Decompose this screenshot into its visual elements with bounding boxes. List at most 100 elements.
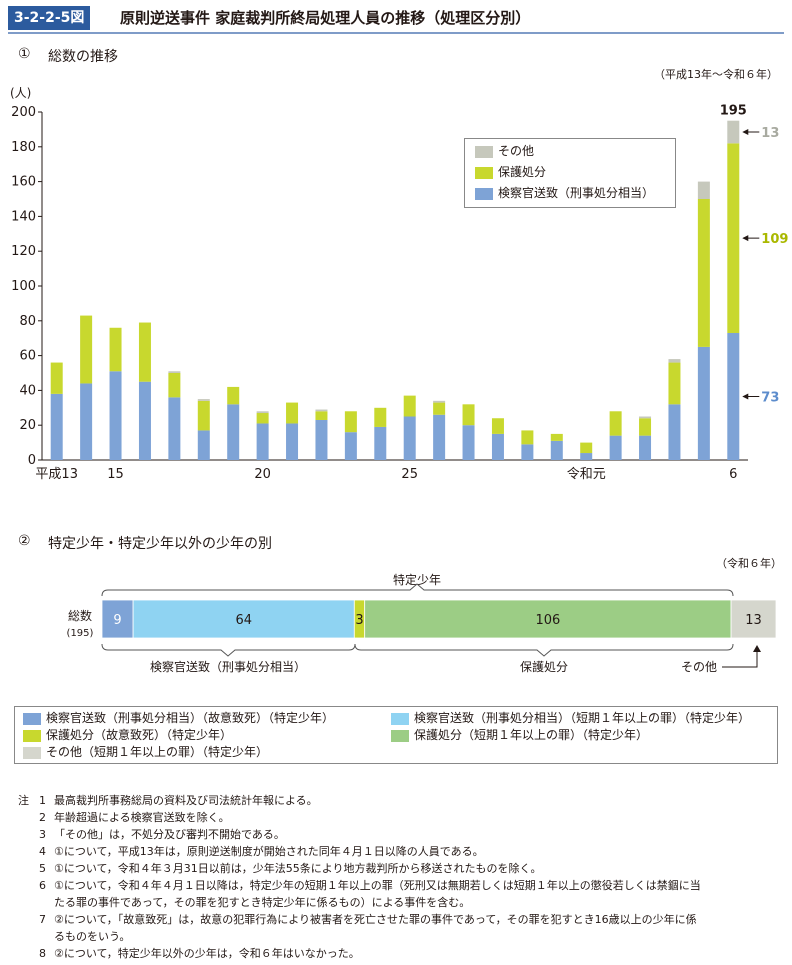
section2-title: 特定少年・特定少年以外の少年の別	[48, 536, 272, 552]
y-tick-label: 180	[11, 140, 36, 155]
y-axis-ticks: 0 20 40 60 80 100 120 140 160 180 200	[11, 105, 748, 468]
bracket-protective	[354, 643, 734, 657]
stacked-bar-chart: (人) 0 20 40 60 80 100 120 140 160 180 200 平成13 15 20…	[10, 86, 789, 482]
note-number: 4	[39, 845, 46, 858]
annot-value-prosecutor: 73	[761, 390, 779, 405]
note-item: 2 年齢超過による検察官送致を除く。	[28, 809, 230, 826]
x-tick-label: 15	[107, 467, 124, 482]
bar-other	[168, 371, 181, 373]
bar-protective	[580, 442, 593, 454]
note-text: ①について，令和４年４月１日以降は，特定少年の短期１年以上の罪（死刑又は無期若し…	[54, 879, 701, 892]
bars-group	[50, 120, 740, 460]
x-axis-labels: 平成13 15 20 25 令和元 6	[35, 467, 737, 482]
bar-protective	[109, 327, 122, 372]
bar-prosecutor	[256, 423, 269, 460]
y-tick-label: 20	[19, 418, 36, 433]
bar-protective	[491, 418, 504, 434]
note-item: 4 ①について，平成13年は，原則逆送制度が開始された同年４月１日以降の人員である…	[28, 843, 484, 860]
bar-prosecutor	[80, 383, 93, 460]
y-tick-label: 40	[19, 383, 36, 398]
note-number: 5	[39, 862, 46, 875]
legend2-item-5: その他（短期１年以上の罪）（特定少年）	[23, 743, 268, 761]
section1-marker: ①	[18, 46, 31, 62]
x-tick-label: 令和元	[567, 467, 606, 482]
note-text: たる罪の事件であって，その罪を犯すとき特定少年に係るもの）による事件を含む。	[54, 896, 471, 909]
legend-item-other: その他	[475, 142, 534, 160]
bar-protective	[315, 411, 328, 420]
bar-protective	[697, 199, 710, 347]
legend2-swatch-5	[23, 746, 41, 759]
bar-protective	[521, 430, 534, 445]
note-item: たる罪の事件であって，その罪を犯すとき特定少年に係るもの）による事件を含む。	[28, 894, 470, 911]
bar-prosecutor	[109, 371, 122, 460]
bar-protective	[727, 143, 740, 333]
note-number: 2	[39, 811, 46, 824]
bar-protective	[639, 418, 652, 436]
total-label: 195	[720, 104, 747, 119]
annot-value-protective: 109	[761, 232, 788, 247]
bar-prosecutor	[639, 435, 652, 460]
note-text: 「その他」は，不処分及び審判不開始である。	[54, 828, 285, 841]
bar-other	[668, 359, 681, 363]
bar-prosecutor	[374, 426, 387, 460]
bar-prosecutor	[403, 416, 416, 460]
legend-swatch-other	[475, 145, 493, 158]
legend2-swatch-3	[23, 729, 41, 742]
other-pointer-arrow	[753, 645, 761, 652]
segment-1	[101, 599, 134, 639]
row-total: (195)	[67, 628, 94, 639]
y-tick-label: 120	[11, 244, 36, 259]
segment-value-3: 3	[355, 613, 363, 628]
legend-item-prosecutor: 検察官送致（刑事処分相当）	[475, 184, 654, 202]
legend-item-protective: 保護処分	[475, 163, 546, 181]
segment-value-5: 13	[745, 613, 762, 628]
legend2-swatch-1	[23, 712, 41, 725]
bar-prosecutor	[197, 430, 210, 460]
bar-protective	[168, 373, 181, 398]
segments-group: 9 64 3 106 13	[101, 599, 777, 639]
note-item: るものをいう。	[28, 928, 130, 945]
bar-other	[197, 399, 210, 401]
y-tick-label: 200	[11, 105, 36, 120]
bar-protective	[256, 413, 269, 424]
bar-protective	[197, 400, 210, 431]
note-text: ①について，平成13年は，原則逆送制度が開始された同年４月１日以降の人員である。	[54, 845, 484, 858]
y-tick-label: 100	[11, 279, 36, 294]
bar-protective	[138, 322, 151, 382]
segment-value-2: 64	[235, 613, 252, 628]
legend2-swatch-4	[391, 729, 409, 742]
annotations: 195 13 109 73	[720, 104, 789, 406]
bar-protective	[374, 407, 387, 427]
segment-5	[730, 599, 777, 639]
bracket-top	[101, 583, 734, 597]
annot-arrowhead-prosecutor	[742, 393, 749, 400]
bar-protective	[462, 404, 475, 426]
chart1-legend: その他 保護処分 検察官送致（刑事処分相当）	[464, 138, 676, 208]
annot-arrowhead-protective	[742, 235, 749, 242]
row-label: 総数	[68, 608, 92, 623]
bar-protective	[403, 395, 416, 417]
y-tick-label: 80	[19, 314, 36, 329]
legend2-item-3: 保護処分（故意致死）（特定少年）	[23, 726, 232, 744]
notes: 注 1 最高裁判所事務総局の資料及び司法統計年報による。 2 年齢超過による検察官送致…	[18, 792, 788, 962]
bar-other	[727, 120, 740, 144]
bar-prosecutor	[344, 432, 357, 460]
bracket-prosecutor-label: 検察官送致（刑事処分相当）	[150, 659, 306, 674]
legend2-item-2: 検察官送致（刑事処分相当）（短期１年以上の罪）（特定少年）	[391, 709, 750, 727]
x-tick-label: 20	[254, 467, 271, 482]
annot-arrowhead-other	[742, 129, 749, 136]
bar-other	[315, 409, 328, 412]
y-tick-label: 160	[11, 175, 36, 190]
bar-protective	[80, 315, 93, 384]
bar-protective	[550, 433, 563, 441]
bar-prosecutor	[462, 425, 475, 460]
bar-protective	[50, 362, 63, 394]
bar-other	[639, 416, 652, 419]
section2-period: （令和６年）	[716, 557, 782, 570]
segment-value-4: 106	[535, 613, 560, 628]
note-item: 7 ②について，「故意致死」は，故意の犯罪行為により被害者を死亡させた罪の事件であ…	[28, 911, 697, 928]
section1-title: 総数の推移	[48, 49, 118, 65]
chart2-legend: 検察官送致（刑事処分相当）（故意致死）（特定少年） 検察官送致（刑事処分相当）（…	[14, 706, 778, 764]
note-item: 8 ②について，特定少年以外の少年は，令和６年はいなかった。	[28, 945, 360, 962]
x-tick-label: 平成13	[35, 467, 78, 482]
